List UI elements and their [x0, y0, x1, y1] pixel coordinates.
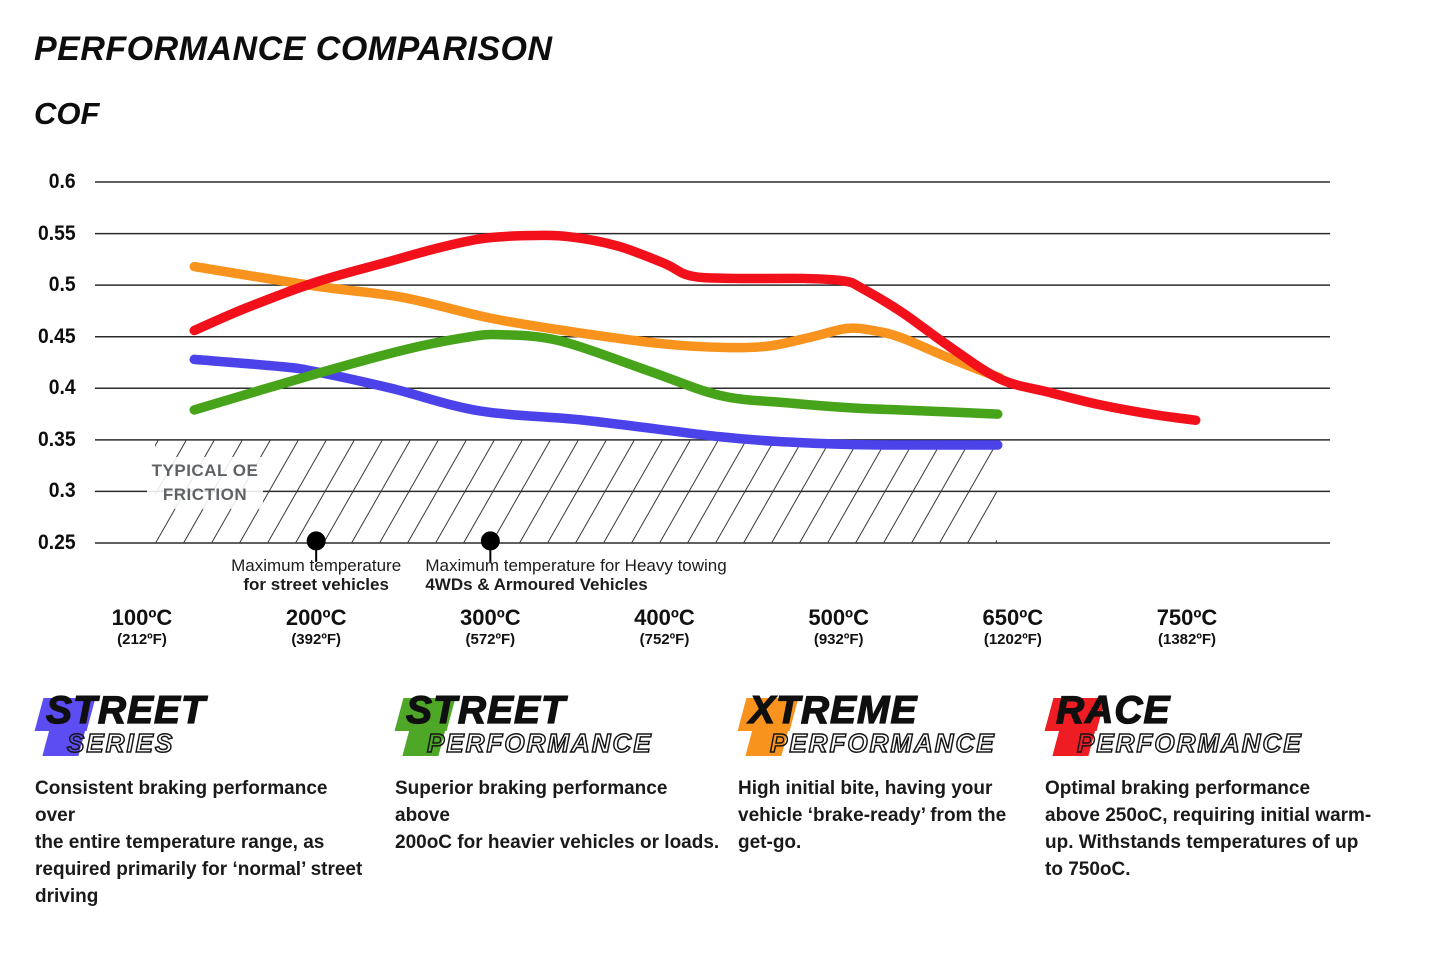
brand-description: High initial bite, having your vehicle ‘…	[738, 778, 1007, 853]
marker-label-street: Maximum temperature for street vehicles	[201, 556, 431, 594]
marker-label-towing-line1: Maximum temperature for Heavy towing	[425, 556, 727, 575]
x-tick-label: 650ºC (1202ºF)	[982, 605, 1044, 649]
marker-label-towing: Maximum temperature for Heavy towing 4WD…	[425, 556, 745, 594]
series-line-race-performance	[189, 230, 1201, 426]
series-line-street-series	[189, 354, 1003, 450]
y-tick-label: 0.35	[37, 427, 76, 451]
brand-description: Consistent braking performance over the …	[35, 778, 363, 907]
oe-zone-label: TYPICAL OE FRICTION	[147, 457, 263, 509]
legend-card-xtreme-performance: XTREME PERFORMANCE High initial bite, ha…	[737, 688, 1028, 856]
oe-zone-label-line2: FRICTION	[162, 485, 248, 504]
x-tick-label: 100ºC (212ºF)	[111, 605, 173, 649]
xtreme-performance-logo: XTREME PERFORMANCE	[737, 688, 1028, 775]
series-line-street-performance	[189, 329, 1003, 419]
logo-word1: STREET	[405, 688, 566, 732]
y-tick-label: 0.5	[48, 273, 76, 297]
marker-label-towing-line2: 4WDs & Armoured Vehicles	[425, 575, 648, 594]
logo-word2: PERFORMANCE	[769, 727, 996, 759]
marker-label-street-line2: for street vehicles	[243, 575, 389, 594]
x-tick-label: 500ºC (932ºF)	[808, 605, 869, 649]
page-title: PERFORMANCE COMPARISON	[34, 30, 553, 68]
oe-zone-label-line1: TYPICAL OE	[151, 461, 259, 480]
marker-label-street-line1: Maximum temperature	[231, 556, 402, 575]
logo-word1: RACE	[1055, 688, 1171, 732]
brand-description: Superior braking performance above 200oC…	[395, 778, 720, 853]
logo-word2: SERIES	[66, 727, 175, 759]
logo-word1: XTREME	[748, 688, 918, 732]
race-performance-logo: RACE PERFORMANCE	[1044, 688, 1375, 775]
y-tick-label: 0.3	[48, 479, 76, 503]
x-tick-label: 400ºC (752ºF)	[634, 605, 695, 649]
y-tick-label: 0.55	[37, 221, 76, 245]
y-tick-label: 0.6	[48, 170, 76, 193]
logo-word2: PERFORMANCE	[1076, 727, 1303, 759]
x-tick-label: 200ºC (392ºF)	[285, 605, 347, 649]
x-tick-label: 300ºC (572ºF)	[460, 605, 521, 649]
brand-description: Optimal braking performance above 250oC,…	[1045, 778, 1372, 880]
legend-card-street-series: STREET SERIES Consistent braking perform…	[34, 688, 365, 910]
legend-card-street-performance: STREET PERFORMANCE Superior braking perf…	[394, 688, 725, 856]
y-tick-label: 0.4	[48, 376, 76, 400]
y-tick-label: 0.45	[37, 324, 76, 348]
logo-word1: STREET	[45, 688, 206, 732]
street-series-logo: STREET SERIES	[34, 688, 365, 775]
street-performance-logo: STREET PERFORMANCE	[394, 688, 725, 775]
legend-card-race-performance: RACE PERFORMANCE Optimal braking perform…	[1044, 688, 1375, 883]
y-tick-label: 0.25	[37, 531, 76, 554]
logo-word2: PERFORMANCE	[426, 727, 653, 759]
marker-dot	[480, 531, 500, 551]
y-axis-title: COF	[34, 96, 100, 131]
marker-dot	[306, 531, 326, 551]
series-line-xtreme-performance	[189, 261, 1005, 383]
x-tick-label: 750ºC (1382ºF)	[1156, 605, 1218, 649]
